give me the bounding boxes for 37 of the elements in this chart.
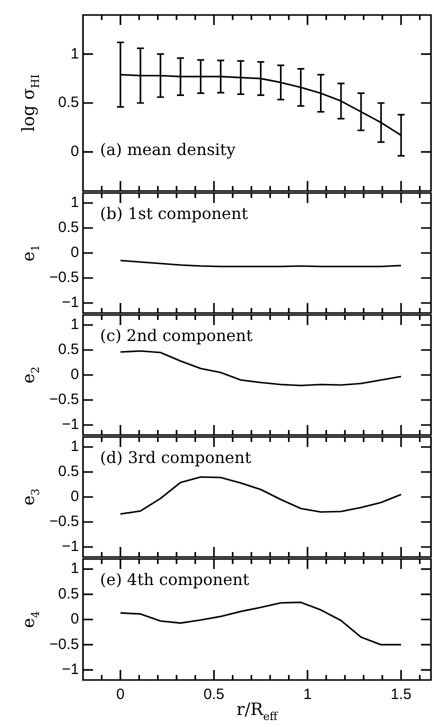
y-axis-title: log σHI (19, 74, 42, 132)
annotation: (a) mean density (100, 140, 236, 159)
y-tick-label: −1 (62, 416, 79, 434)
annotation: (d) 3rd component (100, 448, 252, 467)
y-tick-label: −0.5 (49, 636, 79, 653)
x-tick-label: 0.5 (204, 686, 224, 704)
x-tick-label: 1 (303, 686, 312, 704)
annotation: (c) 2nd component (100, 326, 254, 345)
y-tick-label: −1 (62, 661, 79, 678)
y-tick-label: 0.5 (58, 341, 79, 358)
y-axis-title: e2 (19, 366, 42, 384)
y-tick-label: 1 (70, 194, 79, 212)
y-tick-label: 0 (70, 610, 79, 628)
annotation: (e) 4th component (100, 570, 250, 589)
y-tick-label: −0.5 (49, 513, 79, 530)
y-axis-title: e1 (19, 244, 42, 262)
y-tick-label: 0 (70, 366, 79, 384)
y-tick-label: 0.5 (58, 94, 79, 112)
y-tick-label: 0.5 (58, 585, 79, 602)
x-tick-label: 0 (116, 686, 125, 704)
y-tick-label: 1 (70, 316, 79, 334)
y-tick-label: −1 (62, 538, 79, 556)
y-tick-label: −1 (62, 294, 79, 312)
y-tick-label: 0 (70, 244, 79, 262)
x-tick-label: 1.5 (390, 686, 412, 704)
annotation: (b) 1st component (100, 204, 248, 223)
y-tick-label: 0.5 (58, 463, 79, 480)
y-tick-label: 0.5 (58, 219, 79, 236)
y-tick-label: 0 (70, 488, 79, 506)
y-tick-label: 1 (70, 438, 79, 456)
y-tick-label: 1 (70, 560, 79, 578)
y-tick-label: 1 (70, 45, 79, 62)
y-tick-label: −0.5 (49, 391, 79, 408)
y-axis-title: e4 (19, 610, 42, 628)
y-tick-label: −0.5 (49, 269, 79, 286)
y-axis-title: e3 (19, 488, 42, 506)
y-tick-label: 0 (70, 143, 79, 160)
